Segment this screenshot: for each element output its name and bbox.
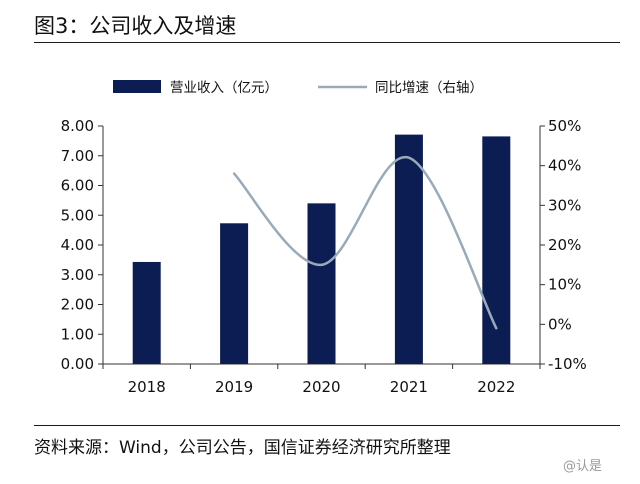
x-tick-label: 2019 bbox=[215, 378, 253, 396]
x-tick-label: 2021 bbox=[390, 378, 428, 396]
right-tick-label: 20% bbox=[548, 236, 581, 254]
left-tick-label: 8.00 bbox=[61, 117, 94, 135]
revenue-bar bbox=[132, 261, 161, 364]
bottom-rule bbox=[34, 425, 620, 426]
revenue-bar bbox=[220, 223, 249, 364]
left-tick-label: 6.00 bbox=[61, 177, 94, 195]
left-tick-label: 0.00 bbox=[61, 355, 94, 373]
right-tick-label: 10% bbox=[548, 276, 581, 294]
x-tick-label: 2020 bbox=[302, 378, 340, 396]
left-tick-label: 2.00 bbox=[61, 296, 94, 314]
x-tick-label: 2022 bbox=[477, 378, 515, 396]
right-tick-label: 0% bbox=[548, 315, 572, 333]
legend: 营业收入（亿元） 同比增速（右轴） bbox=[113, 80, 483, 96]
tick-labels: 0.00 1.00 2.00 3.00 4.00 5.00 6.00 7.00 8.00 -10%… bbox=[61, 117, 587, 396]
source-note: 资料来源：Wind，公司公告，国信证券经济研究所整理 bbox=[34, 438, 451, 458]
left-tick-label: 4.00 bbox=[61, 236, 94, 254]
bar-series bbox=[132, 134, 511, 364]
revenue-bar bbox=[307, 203, 336, 364]
top-rule bbox=[34, 42, 620, 43]
watermark: @认是 bbox=[563, 459, 603, 474]
right-tick-label: 30% bbox=[548, 196, 581, 214]
right-tick-label: 40% bbox=[548, 157, 581, 175]
left-tick-label: 1.00 bbox=[61, 325, 94, 343]
revenue-bar bbox=[482, 136, 511, 364]
legend-swatch-revenue bbox=[113, 80, 161, 93]
revenue-bar bbox=[394, 134, 423, 364]
legend-label-revenue: 营业收入（亿元） bbox=[170, 80, 278, 96]
growth-line bbox=[232, 156, 498, 330]
figure-title: 图3：公司收入及增速 bbox=[34, 14, 237, 38]
legend-label-growth: 同比增速（右轴） bbox=[375, 80, 483, 96]
x-tick-label: 2018 bbox=[128, 378, 166, 396]
growth-line-series bbox=[232, 156, 498, 330]
left-tick-label: 3.00 bbox=[61, 266, 94, 284]
left-tick-label: 7.00 bbox=[61, 147, 94, 165]
right-tick-label: 50% bbox=[548, 117, 581, 135]
right-tick-label: -10% bbox=[548, 355, 587, 373]
left-tick-label: 5.00 bbox=[61, 206, 94, 224]
